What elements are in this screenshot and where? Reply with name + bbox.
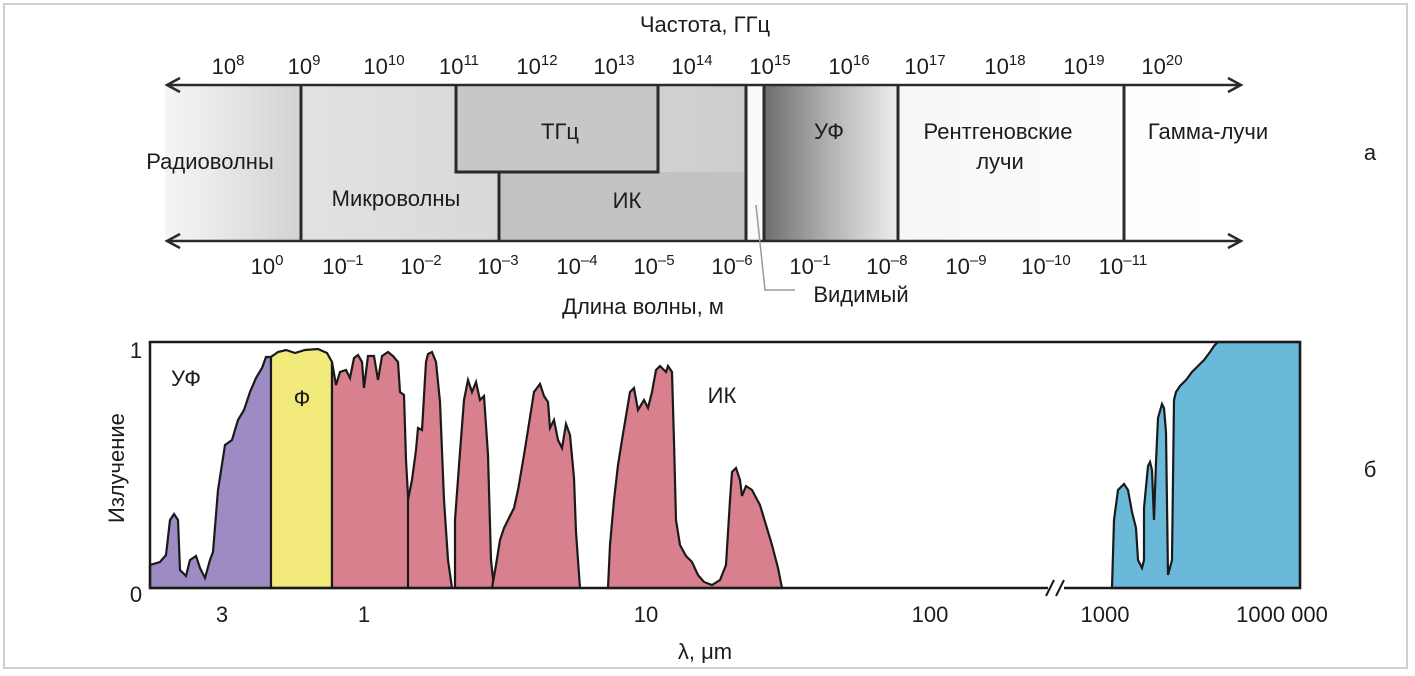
figure-frame xyxy=(3,3,1408,669)
wave-tick-7: 10–1 xyxy=(789,252,830,279)
freq-tick-5: 1013 xyxy=(593,52,634,79)
ir-emission-area-5 xyxy=(606,363,784,590)
panel-a-letter: а xyxy=(1364,140,1377,165)
wave-tick-0: 100 xyxy=(251,252,284,279)
wave-axis-title: Длина волны, м xyxy=(562,294,724,319)
freq-tick-labels: 108 109 1010 1011 1012 1013 1014 1015 1016 1017 10… xyxy=(212,52,1183,79)
x-axis-label: λ, μm xyxy=(678,639,732,664)
thz-band xyxy=(456,85,658,172)
ir-emission-area-1 xyxy=(330,350,412,590)
freq-tick-0: 108 xyxy=(212,52,245,79)
wave-tick-6: 10–6 xyxy=(711,252,752,279)
axis-break xyxy=(1045,578,1065,598)
radio-emission-area xyxy=(1110,340,1302,590)
panel-b-letter: б xyxy=(1364,457,1377,482)
band-separators xyxy=(299,85,1126,241)
visible-label: Видимый xyxy=(813,282,908,307)
visible-pointer xyxy=(755,204,795,291)
wave-tick-5: 10–5 xyxy=(633,252,674,279)
ir-emission-area-3 xyxy=(453,375,496,590)
uv-label-a: УФ xyxy=(814,119,844,144)
x-tick-1: 1 xyxy=(358,602,370,627)
x-tick-3: 3 xyxy=(216,602,228,627)
radio-label: Радиоволны xyxy=(146,149,274,174)
thz-label: ТГц xyxy=(541,119,579,144)
y-tick-1: 1 xyxy=(130,338,142,363)
freq-tick-8: 1016 xyxy=(828,52,869,79)
plot-frame xyxy=(148,340,1302,590)
wave-axis xyxy=(164,232,1244,250)
freq-tick-11: 1019 xyxy=(1063,52,1104,79)
freq-axis xyxy=(164,76,1244,94)
wave-tick-2: 10–2 xyxy=(400,252,441,279)
freq-axis-title: Частота, ГГц xyxy=(640,12,771,37)
freq-tick-7: 1015 xyxy=(749,52,790,79)
x-tick-100: 100 xyxy=(912,602,949,627)
radio-band xyxy=(165,85,302,241)
uv-label-b: УФ xyxy=(171,366,201,391)
x-tick-1000: 1000 xyxy=(1081,602,1130,627)
panel-b: УФ Ф ИК 1 0 Излучение 3 1 10 100 1000 10… xyxy=(104,338,1376,664)
photo-emission-area xyxy=(269,347,334,590)
wave-tick-4: 10–4 xyxy=(556,252,597,279)
wave-tick-10: 10–10 xyxy=(1021,252,1071,279)
wave-tick-3: 10–3 xyxy=(477,252,518,279)
freq-tick-4: 1012 xyxy=(516,52,557,79)
wave-tick-1: 10–1 xyxy=(322,252,363,279)
wave-tick-9: 10–9 xyxy=(945,252,986,279)
ir-label-a: ИК xyxy=(613,188,642,213)
freq-tick-9: 1017 xyxy=(904,52,945,79)
xray-label-line1: Рентгеновские xyxy=(924,119,1073,144)
xray-gamma-band xyxy=(898,85,1216,241)
xray-label-line2: лучи xyxy=(976,149,1024,174)
freq-tick-3: 1011 xyxy=(439,52,479,79)
x-tick-10: 10 xyxy=(634,602,658,627)
uv-band xyxy=(764,85,898,241)
ir-emission-area-2 xyxy=(406,350,454,590)
wave-tick-8: 10–8 xyxy=(866,252,907,279)
ir-label-b: ИК xyxy=(708,383,737,408)
wave-tick-labels: 100 10–1 10–2 10–3 10–4 10–5 10–6 10–1 10–8 10–9 1… xyxy=(251,252,1148,279)
freq-tick-12: 1020 xyxy=(1141,52,1182,79)
photo-label: Ф xyxy=(294,386,311,411)
wave-tick-11: 10–11 xyxy=(1099,252,1147,279)
freq-tick-10: 1018 xyxy=(984,52,1025,79)
visible-band xyxy=(746,85,764,241)
panel-a: Частота, ГГц Длина волны, м а 108 109 1010… xyxy=(146,12,1377,319)
y-tick-0: 0 xyxy=(130,582,142,607)
micro-label: Микроволны xyxy=(332,186,461,211)
gamma-label: Гамма-лучи xyxy=(1148,119,1268,144)
y-axis-label: Излучение xyxy=(104,413,129,523)
freq-tick-2: 1010 xyxy=(363,52,404,79)
uv-emission-area xyxy=(148,355,273,590)
freq-tick-1: 109 xyxy=(288,52,321,79)
ir-emission-area-4 xyxy=(490,381,582,590)
x-tick-1000000: 1000 000 xyxy=(1236,602,1328,627)
freq-tick-6: 1014 xyxy=(671,52,712,79)
ir-band xyxy=(499,172,746,241)
